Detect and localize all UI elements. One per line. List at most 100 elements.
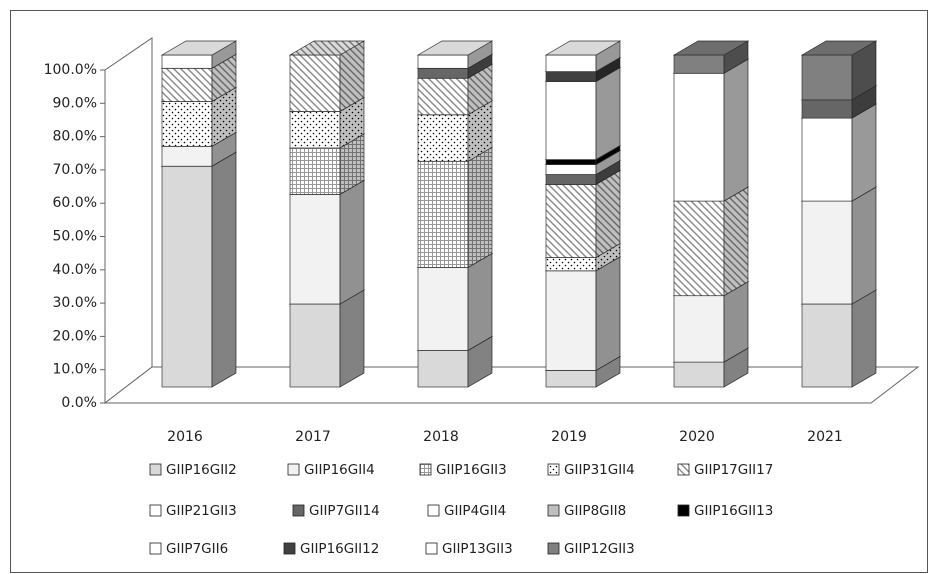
bar-segment	[289, 111, 341, 149]
legend-label: GIIP12GII3	[564, 541, 635, 557]
bar-segment	[545, 54, 597, 72]
x-tick-label: 2016	[167, 429, 203, 445]
bar-side-shade	[468, 147, 492, 268]
legend-swatch	[292, 504, 305, 517]
bar-side-shade	[468, 54, 492, 79]
bar-segment	[161, 54, 213, 69]
bar-top	[160, 40, 238, 56]
bar-segment	[289, 194, 341, 305]
bar-top	[288, 40, 366, 56]
bar-side-shade	[596, 356, 620, 387]
bar-segment	[673, 54, 725, 74]
bar-segment	[673, 361, 725, 388]
bar-side-shade	[852, 85, 876, 119]
bar-top	[544, 40, 622, 56]
bar-segment	[673, 200, 725, 297]
bar-side-shade	[596, 160, 620, 185]
bar-side-shade	[724, 41, 748, 74]
legend-swatch	[287, 463, 300, 476]
bar-side-shade	[468, 41, 492, 69]
y-tick-label: 20.0%	[53, 328, 97, 344]
bar-side-shade	[724, 281, 748, 363]
bar-side-shade	[340, 180, 364, 304]
bar-segment	[417, 77, 469, 116]
y-tick-label: 30.0%	[53, 295, 97, 311]
bar-segment	[545, 71, 597, 82]
bar-segment	[417, 350, 469, 388]
bar-side-shade	[468, 64, 492, 115]
bar-segment	[801, 200, 853, 305]
bar-side-shade	[852, 104, 876, 202]
legend-label: GIIP8GII8	[564, 503, 626, 519]
bar-side-shade	[852, 41, 876, 100]
bar-segment	[801, 117, 853, 202]
bar-segment	[673, 295, 725, 363]
bar-segment	[289, 54, 341, 112]
legend-swatch	[677, 463, 690, 476]
bar-segment	[161, 67, 213, 102]
bar-side-shade	[468, 100, 492, 162]
bar-segment	[417, 67, 469, 79]
x-tick-label: 2021	[807, 429, 843, 445]
legend-label: GIIP16GII2	[166, 462, 237, 478]
bar-segment	[417, 54, 469, 69]
legend-swatch	[149, 504, 162, 517]
bar-top	[672, 40, 750, 56]
legend-label: GIIP16GII13	[694, 503, 773, 519]
bar-top-shade	[418, 41, 492, 55]
legend-label: GIIP21GII3	[166, 503, 237, 519]
bar-side-shade	[340, 97, 364, 148]
y-tick-label: 40.0%	[53, 262, 97, 278]
y-tick-label: 60.0%	[53, 195, 97, 211]
y-tick-label: 0.0%	[61, 395, 97, 411]
y-tick-label: 80.0%	[53, 129, 97, 145]
bar-side-shade	[340, 41, 364, 112]
bar-segment	[545, 81, 597, 160]
bar-side-shade	[724, 348, 748, 387]
y-tick-label: 50.0%	[53, 229, 97, 245]
bar-top	[416, 40, 494, 56]
bar-segment	[417, 267, 469, 351]
legend-label: GIIP7GII14	[309, 503, 380, 519]
x-tick-label: 2019	[551, 429, 587, 445]
bar-side-shade	[596, 57, 620, 82]
bar-side-shade	[468, 253, 492, 351]
legend-swatch	[427, 504, 440, 517]
legend-label: GIIP4GII4	[444, 503, 506, 519]
bar-side-shade	[596, 145, 620, 165]
bar-side-shade	[596, 170, 620, 258]
bar-side-shade	[852, 290, 876, 387]
legend-label: GIIP16GII3	[436, 462, 507, 478]
bar-segment	[289, 147, 341, 195]
legend-swatch	[149, 463, 162, 476]
bar-segment	[673, 72, 725, 202]
bar-segment	[545, 370, 597, 388]
bar-segment	[801, 54, 853, 101]
legend-swatch	[283, 542, 296, 555]
legend-label: GIIP13GII3	[442, 541, 513, 557]
bar-segment	[417, 114, 469, 162]
bar-side-shade	[340, 290, 364, 387]
bar-side-shade	[212, 54, 236, 102]
bar-side-shade	[852, 187, 876, 304]
bar-segment	[801, 303, 853, 388]
bar-side-shade	[212, 132, 236, 167]
bar-segment	[161, 101, 213, 147]
bar-side-shade	[724, 59, 748, 202]
bar-segment	[161, 145, 213, 167]
bar-side-shade	[340, 133, 364, 195]
bar-side-shade	[596, 256, 620, 371]
legend-swatch	[547, 504, 560, 517]
legend-swatch	[677, 504, 690, 517]
legend-label: GIIP31GII4	[564, 462, 635, 478]
legend-label: GIIP17GII17	[694, 462, 773, 478]
legend-swatch	[547, 463, 560, 476]
bar-segment	[545, 270, 597, 371]
y-tick-label: 10.0%	[53, 362, 97, 378]
legend-swatch	[149, 542, 162, 555]
bar-side-shade	[596, 150, 620, 175]
x-tick-label: 2017	[295, 429, 331, 445]
legend-label: GIIP16GII12	[300, 541, 379, 557]
bar-segment	[289, 303, 341, 388]
x-tick-label: 2020	[679, 429, 715, 445]
